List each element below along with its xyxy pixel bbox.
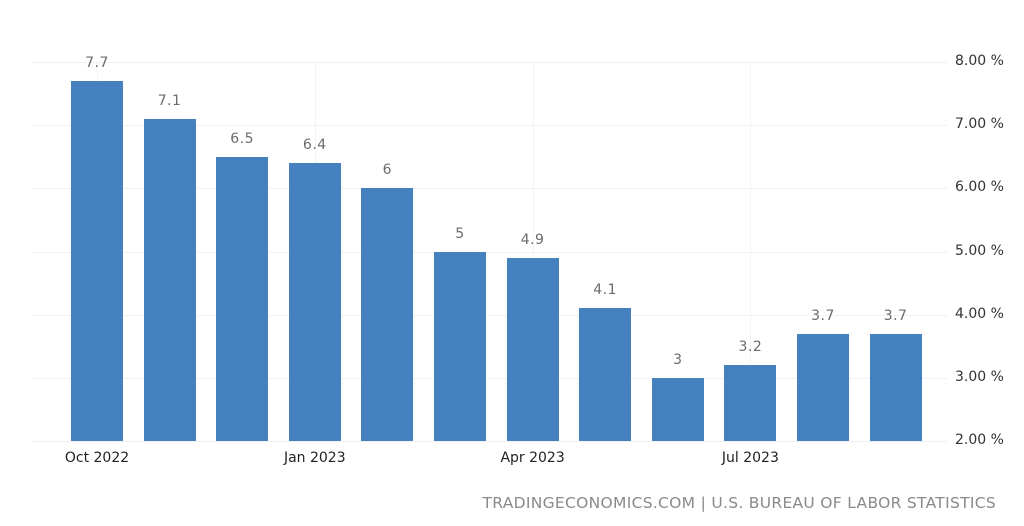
bar-value-label: 4.9 [520, 231, 545, 248]
x-tick-label: Apr 2023 [500, 450, 565, 466]
bar-value-label: 3.2 [738, 339, 763, 356]
bar-jun-2023[interactable] [651, 377, 704, 441]
y-tick-label: 7.00 % [955, 116, 1004, 133]
bar-value-label: 7.1 [157, 92, 182, 109]
bar-oct-2022[interactable] [71, 80, 123, 441]
bar-may-2023[interactable] [579, 308, 632, 441]
y-tick-label: 6.00 % [955, 179, 1004, 196]
gridline [32, 441, 947, 442]
y-tick-label: 5.00 % [955, 242, 1004, 259]
gridline [32, 251, 947, 253]
bar-value-label: 5 [455, 225, 465, 242]
bar-apr-2023[interactable] [506, 257, 559, 441]
x-tick-label: Oct 2022 [64, 450, 130, 466]
vertical-gridline [532, 62, 534, 442]
gridline [32, 125, 947, 127]
bar-value-label: 3 [673, 351, 683, 368]
x-tick-label: Jul 2023 [721, 450, 779, 466]
gridline [32, 314, 947, 316]
bar-value-label: 4.1 [593, 282, 618, 299]
bar-dec-2022[interactable] [216, 156, 269, 441]
bar-value-label: 6.4 [302, 137, 327, 154]
y-tick-label: 2.00 % [955, 432, 1004, 448]
bar-sep-2023[interactable] [869, 333, 922, 441]
bar-aug-2023[interactable] [797, 333, 849, 441]
y-tick-label: 4.00 % [955, 305, 1004, 322]
bar-value-label: 6 [382, 162, 393, 179]
bar-jan-2023[interactable] [288, 163, 341, 441]
vertical-gridline [750, 62, 752, 442]
gridline [32, 377, 947, 379]
bar-value-label: 3.7 [883, 307, 908, 324]
bar-feb-2023[interactable] [361, 188, 414, 441]
bar-value-label: 7.7 [85, 54, 109, 71]
gridline [32, 62, 947, 63]
y-tick-label: 3.00 % [955, 368, 1004, 385]
source-attribution: TRADINGECONOMICS.COM | U.S. BUREAU OF LA… [482, 494, 996, 512]
gridline [32, 188, 947, 190]
bar-value-label: 3.7 [811, 307, 835, 324]
bar-nov-2022[interactable] [143, 118, 196, 441]
bar-mar-2023[interactable] [434, 251, 486, 441]
bar-jul-2023[interactable] [724, 365, 777, 441]
y-tick-label: 8.00 % [955, 53, 1004, 69]
bar-value-label: 6.5 [230, 130, 255, 147]
x-tick-label: Jan 2023 [283, 450, 346, 466]
